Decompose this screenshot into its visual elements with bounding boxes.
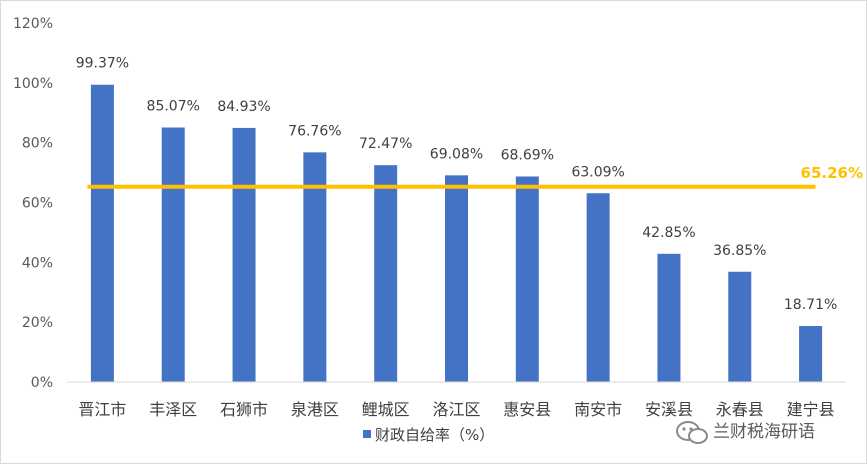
bar [90, 84, 114, 383]
bar [586, 193, 610, 382]
legend-swatch [363, 430, 371, 438]
bar [303, 152, 327, 382]
data-label: 69.08% [430, 146, 483, 162]
bar [445, 175, 468, 382]
x-axis: 晋江市 丰泽区 石狮市 泉港区 鲤城区 洛江区 惠安县 南安市 安溪县 永春县 建宁县 [67, 381, 846, 419]
data-label: 99.37% [76, 56, 129, 72]
data-label: 68.69% [501, 148, 554, 164]
x-tick-label: 泉港区 [291, 400, 339, 419]
bar [232, 127, 256, 382]
bars [90, 84, 823, 383]
y-tick-label: 100% [13, 76, 53, 92]
bar [728, 271, 752, 382]
average-line-group: 65.26% [87, 164, 863, 189]
y-axis: 0% 20% 40% 60% 80% 100% 120% [13, 16, 53, 391]
data-label: 36.85% [713, 243, 766, 259]
bar [161, 127, 185, 382]
bar [799, 326, 823, 382]
x-tick-label: 洛江区 [432, 400, 480, 419]
y-tick-label: 40% [22, 255, 53, 271]
x-tick-label: 安溪县 [645, 400, 693, 419]
y-tick-label: 0% [31, 375, 53, 391]
data-label: 84.93% [217, 99, 270, 115]
x-tick-label: 南安市 [574, 400, 622, 419]
legend: 财政自给率（%） [363, 426, 494, 444]
bar [374, 165, 398, 382]
data-label: 85.07% [147, 98, 200, 114]
x-tick-label: 建宁县 [787, 400, 835, 419]
x-tick-label: 石狮市 [220, 400, 268, 419]
data-labels: 99.37% 85.07% 84.93% 76.76% 72.47% 69.08% 68.6… [76, 56, 838, 313]
average-label: 65.26% [801, 164, 863, 182]
data-label: 72.47% [359, 136, 412, 152]
watermark-text: 兰财税海研语 [713, 422, 815, 442]
data-label: 18.71% [784, 297, 837, 313]
x-tick-label: 丰泽区 [149, 400, 197, 419]
x-tick-label: 鲤城区 [362, 400, 410, 419]
watermark: 兰财税海研语 [676, 421, 815, 444]
y-tick-label: 20% [22, 315, 53, 331]
y-tick-label: 80% [22, 136, 53, 152]
data-label: 63.09% [571, 164, 624, 180]
data-label: 42.85% [642, 225, 695, 241]
bar [657, 253, 681, 382]
x-tick-label: 晋江市 [78, 400, 126, 419]
y-tick-label: 120% [13, 16, 53, 32]
wechat-icon [676, 421, 708, 444]
data-label: 76.76% [288, 123, 341, 139]
y-tick-label: 60% [22, 196, 53, 212]
x-tick-label: 惠安县 [503, 400, 551, 419]
legend-label: 财政自给率（%） [375, 426, 494, 444]
x-tick-label: 永春县 [716, 400, 764, 419]
bar [515, 176, 539, 382]
